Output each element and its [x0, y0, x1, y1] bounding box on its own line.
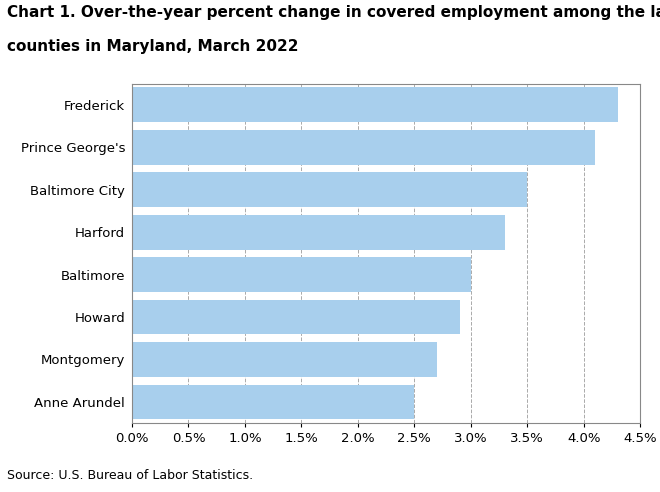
Bar [132, 130, 595, 165]
Bar [132, 385, 414, 419]
Bar [132, 172, 527, 207]
Text: Source: U.S. Bureau of Labor Statistics.: Source: U.S. Bureau of Labor Statistics. [7, 469, 253, 482]
Bar [132, 88, 618, 122]
Text: Chart 1. Over-the-year percent change in covered employment among the largest: Chart 1. Over-the-year percent change in… [7, 5, 660, 20]
Bar [132, 257, 471, 292]
Bar [132, 300, 459, 335]
Bar [132, 215, 505, 249]
Bar [132, 342, 437, 377]
Text: counties in Maryland, March 2022: counties in Maryland, March 2022 [7, 39, 298, 54]
